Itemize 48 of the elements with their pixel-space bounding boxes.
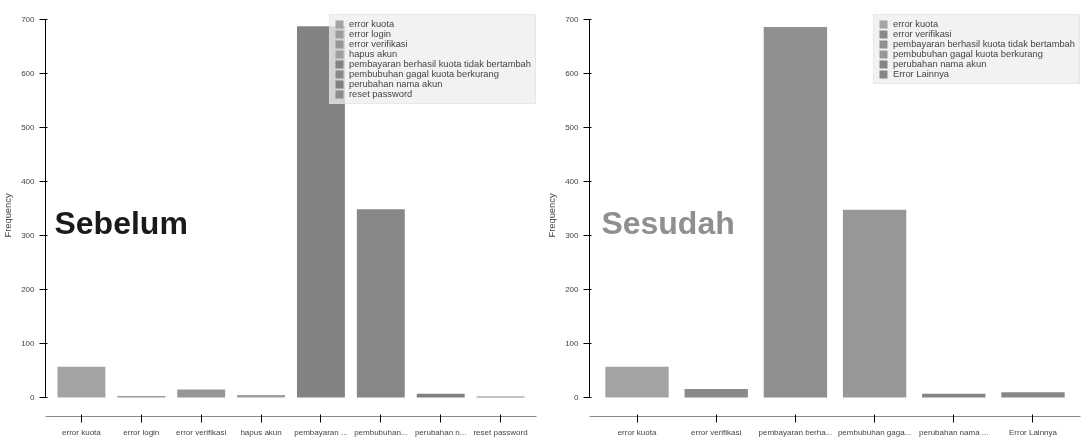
legend-label: hapus akun: [348, 49, 398, 59]
x-tick-label: perubahan nama ...: [919, 427, 989, 437]
y-tick-label: 700: [565, 15, 580, 25]
y-tick-label: 0: [30, 393, 36, 403]
x-tick-label: pembubuhan gaga...: [837, 427, 912, 437]
x-tick-label: perubahan n...: [414, 427, 467, 437]
y-tick-label: 300: [565, 231, 580, 241]
y-tick-label: 600: [565, 69, 580, 79]
y-tick-label: 400: [21, 177, 36, 187]
legend-label: error login: [348, 29, 391, 39]
y-tick-label: 400: [565, 177, 580, 187]
legend-label: reset password: [348, 89, 413, 99]
y-axis-title: Frequency: [547, 193, 558, 238]
y-tick-label: 500: [565, 123, 580, 133]
legend-label: error kuota: [348, 19, 395, 29]
y-tick-label: 500: [21, 123, 36, 133]
legend-label: pembayaran berhasil kuota tidak bertambah: [348, 59, 531, 69]
legend-label: pembubuhan gagal kuota berkurang: [892, 49, 1043, 59]
legend-label: Error Lainnya: [892, 69, 949, 79]
legend-label: pembubuhan gagal kuota berkurang: [348, 69, 499, 79]
legend-label: perubahan nama akun: [892, 59, 987, 69]
x-tick-label: hapus akun: [240, 427, 282, 437]
y-axis-title: Frequency: [3, 193, 14, 238]
x-tick-label: error verifikasi: [176, 427, 227, 437]
text: Sesudah: [601, 205, 735, 242]
legend-label: pembayaran berhasil kuota tidak bertambah: [892, 39, 1075, 49]
y-tick-label: 100: [565, 339, 580, 349]
x-tick-label: error verifikasi: [691, 427, 742, 437]
text: Sebelum: [54, 205, 188, 242]
x-tick-label: pembubuhan...: [354, 427, 408, 437]
y-tick-label: 600: [21, 69, 36, 79]
x-tick-label: pembayaran berha...: [758, 427, 833, 437]
y-tick-label: 700: [21, 15, 36, 25]
y-tick-label: 100: [21, 339, 36, 349]
y-tick-label: 200: [21, 285, 36, 295]
x-tick-label: pembayaran ...: [294, 427, 348, 437]
x-tick-label: error login: [123, 427, 160, 437]
y-tick-label: 200: [565, 285, 580, 295]
x-tick-label: error kuota: [617, 427, 657, 437]
y-tick-label: 0: [574, 393, 580, 403]
legend-label: error kuota: [892, 19, 939, 29]
x-tick-label: reset password: [473, 427, 528, 437]
legend-label: perubahan nama akun: [348, 79, 443, 89]
legend-label: error verifikasi: [348, 39, 408, 49]
y-tick-label: 300: [21, 231, 36, 241]
legend-label: error verifikasi: [892, 29, 952, 39]
x-tick-label: Error Lainnya: [1008, 427, 1058, 437]
x-tick-label: error kuota: [62, 427, 102, 437]
